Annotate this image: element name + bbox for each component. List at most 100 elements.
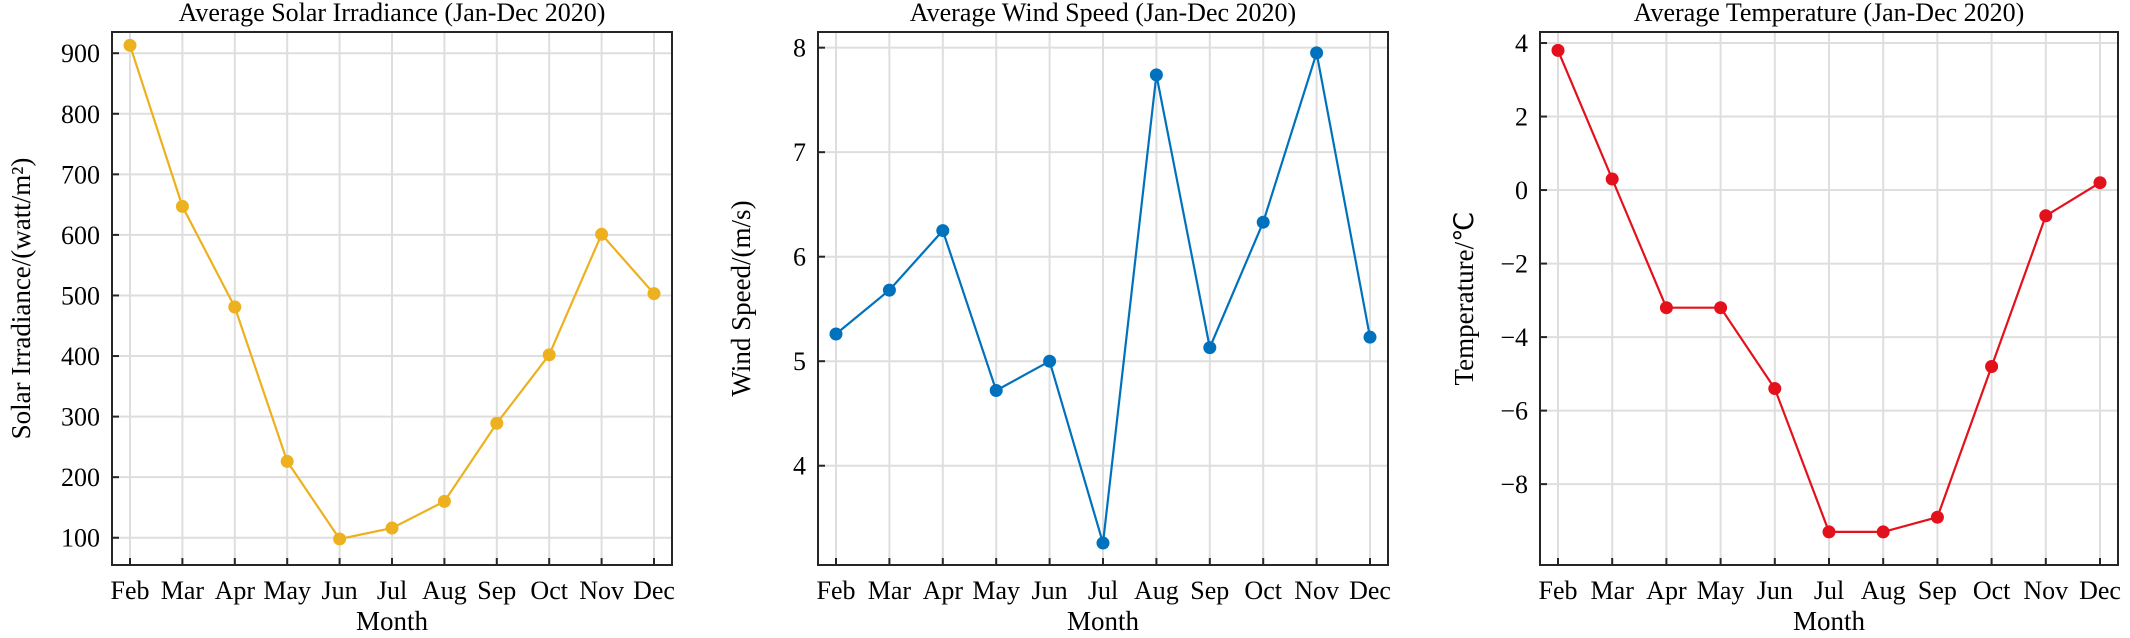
y-tick-label: 200 <box>61 463 100 492</box>
y-tick-label: 100 <box>61 524 100 553</box>
wind-speed-point <box>989 383 1003 397</box>
x-tick-label: Aug <box>1861 576 1906 605</box>
y-axis-label: Temperature/℃ <box>1449 212 1479 386</box>
x-tick-label: Aug <box>422 576 467 605</box>
temperature-point <box>1876 525 1890 539</box>
y-tick-label: 8 <box>793 34 806 63</box>
y-tick-label: 300 <box>61 403 100 432</box>
temperature-point <box>1822 525 1836 539</box>
y-tick-label: 7 <box>793 138 806 167</box>
x-tick-label: Nov <box>579 576 624 605</box>
wind-speed-point <box>936 224 950 238</box>
y-tick-label: 500 <box>61 281 100 310</box>
solar-irradiance-point <box>228 300 242 314</box>
temperature-point <box>1659 301 1673 315</box>
solar-irradiance-point <box>647 287 661 301</box>
x-tick-label: May <box>263 576 311 605</box>
chart-title: Average Temperature (Jan-Dec 2020) <box>1634 0 2025 27</box>
y-axis-label: Solar Irradiance/(watt/m²) <box>6 158 36 440</box>
x-tick-label: Feb <box>817 576 856 605</box>
x-axis-label: Month <box>356 606 429 636</box>
y-tick-label: −6 <box>1500 397 1528 426</box>
y-tick-label: 2 <box>1515 103 1528 132</box>
temperature-point <box>1930 510 1944 524</box>
temperature-panel: Feb Mar Apr May Jun Jul Aug Sep Oct Nov Dec −8 −6 −4 −… <box>1449 0 2121 636</box>
x-tick-label: Apr <box>1646 576 1687 605</box>
x-tick-label: May <box>972 576 1020 605</box>
wind-speed-point <box>1149 68 1163 82</box>
x-tick-label: Oct <box>530 576 568 605</box>
solar-irradiance-point <box>542 348 556 362</box>
y-tick-label: 6 <box>793 243 806 272</box>
solar-irradiance-panel: Feb Mar Apr May Jun Jul Aug Sep Oct Nov Dec 100 200 3… <box>6 0 675 636</box>
solar-irradiance-point <box>175 199 189 213</box>
x-tick-label: Jun <box>1757 576 1793 605</box>
x-axis-label: Month <box>1067 606 1140 636</box>
plot-frame <box>111 31 673 566</box>
x-tick-label: Sep <box>1918 576 1957 605</box>
wind-speed-point <box>1203 341 1217 355</box>
y-tick-label: 5 <box>793 347 806 376</box>
solar-irradiance-point <box>490 416 504 430</box>
x-tick-label: Mar <box>1591 576 1635 605</box>
wind-speed-panel: Feb Mar Apr May Jun Jul Aug Sep Oct Nov Dec 4 5 6 7 8 Av… <box>726 0 1391 636</box>
temperature-point <box>1714 301 1728 315</box>
x-tick-label: Jun <box>322 576 358 605</box>
y-tick-label: −4 <box>1500 323 1528 352</box>
plot-frame <box>1539 31 2119 566</box>
solar-irradiance-point <box>280 454 294 468</box>
temperature-point <box>2093 176 2107 190</box>
x-tick-label: Sep <box>1190 576 1229 605</box>
y-tick-label: 400 <box>61 342 100 371</box>
y-axis-label: Wind Speed/(m/s) <box>726 200 756 396</box>
wind-speed-point <box>1363 330 1377 344</box>
solar-irradiance-point <box>385 521 399 535</box>
x-tick-label: Sep <box>477 576 516 605</box>
x-tick-label: Jul <box>1814 576 1844 605</box>
solar-irradiance-point <box>595 227 609 241</box>
plot-frame <box>817 31 1389 566</box>
x-tick-label: Jul <box>1088 576 1118 605</box>
x-tick-label: Apr <box>215 576 256 605</box>
y-tick-label: 600 <box>61 221 100 250</box>
x-axis-label: Month <box>1793 606 1866 636</box>
x-tick-label: Dec <box>2079 576 2121 605</box>
x-tick-label: Oct <box>1973 576 2011 605</box>
y-tick-label: 0 <box>1515 176 1528 205</box>
x-tick-label: Oct <box>1244 576 1282 605</box>
wind-speed-point <box>1256 215 1270 229</box>
x-tick-label: Nov <box>2023 576 2068 605</box>
x-tick-label: Feb <box>1539 576 1578 605</box>
x-tick-label: Feb <box>111 576 150 605</box>
x-tick-label: Apr <box>923 576 964 605</box>
solar-irradiance-point <box>333 532 347 546</box>
y-tick-label: 4 <box>793 452 806 481</box>
solar-irradiance-point <box>123 38 137 52</box>
x-tick-label: Dec <box>1349 576 1391 605</box>
wind-speed-point <box>882 283 896 297</box>
temperature-point <box>1768 382 1782 396</box>
x-tick-label: May <box>1697 576 1745 605</box>
temperature-point <box>1551 43 1565 57</box>
x-tick-label: Jun <box>1032 576 1068 605</box>
wind-speed-point <box>1043 354 1057 368</box>
x-tick-label: Jul <box>377 576 407 605</box>
y-tick-label: −2 <box>1500 250 1528 279</box>
temperature-point <box>2039 209 2053 223</box>
y-tick-label: 900 <box>61 39 100 68</box>
y-tick-label: 800 <box>61 100 100 129</box>
chart-title: Average Solar Irradiance (Jan-Dec 2020) <box>179 0 606 27</box>
temperature-point <box>1985 360 1999 374</box>
y-tick-label: −8 <box>1500 470 1528 499</box>
temperature-point <box>1605 172 1619 186</box>
x-tick-label: Nov <box>1294 576 1339 605</box>
x-tick-label: Aug <box>1134 576 1179 605</box>
wind-speed-point <box>829 327 843 341</box>
wind-speed-point <box>1310 46 1324 60</box>
x-tick-label: Dec <box>633 576 675 605</box>
x-tick-label: Mar <box>161 576 205 605</box>
x-tick-label: Mar <box>868 576 912 605</box>
y-tick-label: 4 <box>1515 29 1528 58</box>
y-tick-label: 700 <box>61 160 100 189</box>
